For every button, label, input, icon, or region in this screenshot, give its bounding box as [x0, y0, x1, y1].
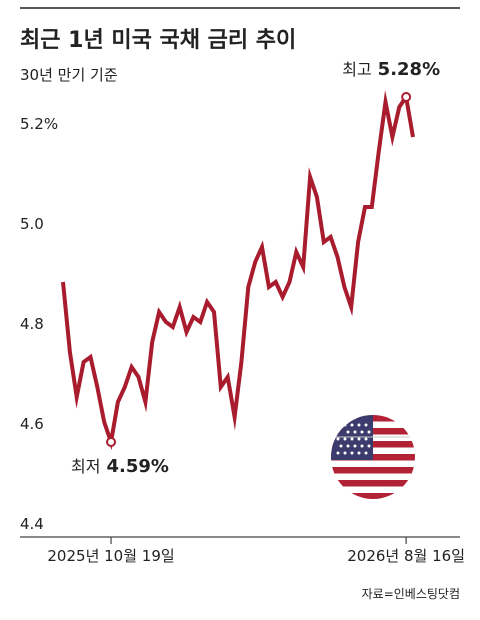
x-tick-label: 2025년 10월 19일	[47, 547, 174, 565]
source: 자료=인베스팅닷컴	[362, 587, 460, 601]
us-flag	[331, 415, 415, 499]
y-tick-label: 4.4	[20, 515, 44, 533]
y-tick-label: 5.0	[20, 215, 44, 233]
annotation-text: 최고	[342, 60, 371, 79]
annotation-text: 최저	[71, 457, 100, 476]
annotation: 최고 5.28%	[342, 59, 440, 80]
y-tick-label: 4.8	[20, 315, 44, 333]
annotation-value: 4.59%	[106, 456, 168, 477]
chart-title: 최근 1년 미국 국채 금리 추이	[20, 28, 296, 53]
line	[61, 89, 415, 451]
extreme-point	[106, 437, 117, 447]
x-tick-label: 2026년 8월 16일	[347, 547, 465, 565]
y-tick-label: 4.6	[20, 415, 44, 433]
y-tick-label: 5.2%	[20, 115, 58, 133]
extreme-point	[401, 92, 412, 102]
chart-subtitle: 30년 만기 기준	[20, 66, 118, 84]
annotation: 최저 4.59%	[71, 456, 169, 477]
annotation-value: 5.28%	[378, 59, 440, 80]
